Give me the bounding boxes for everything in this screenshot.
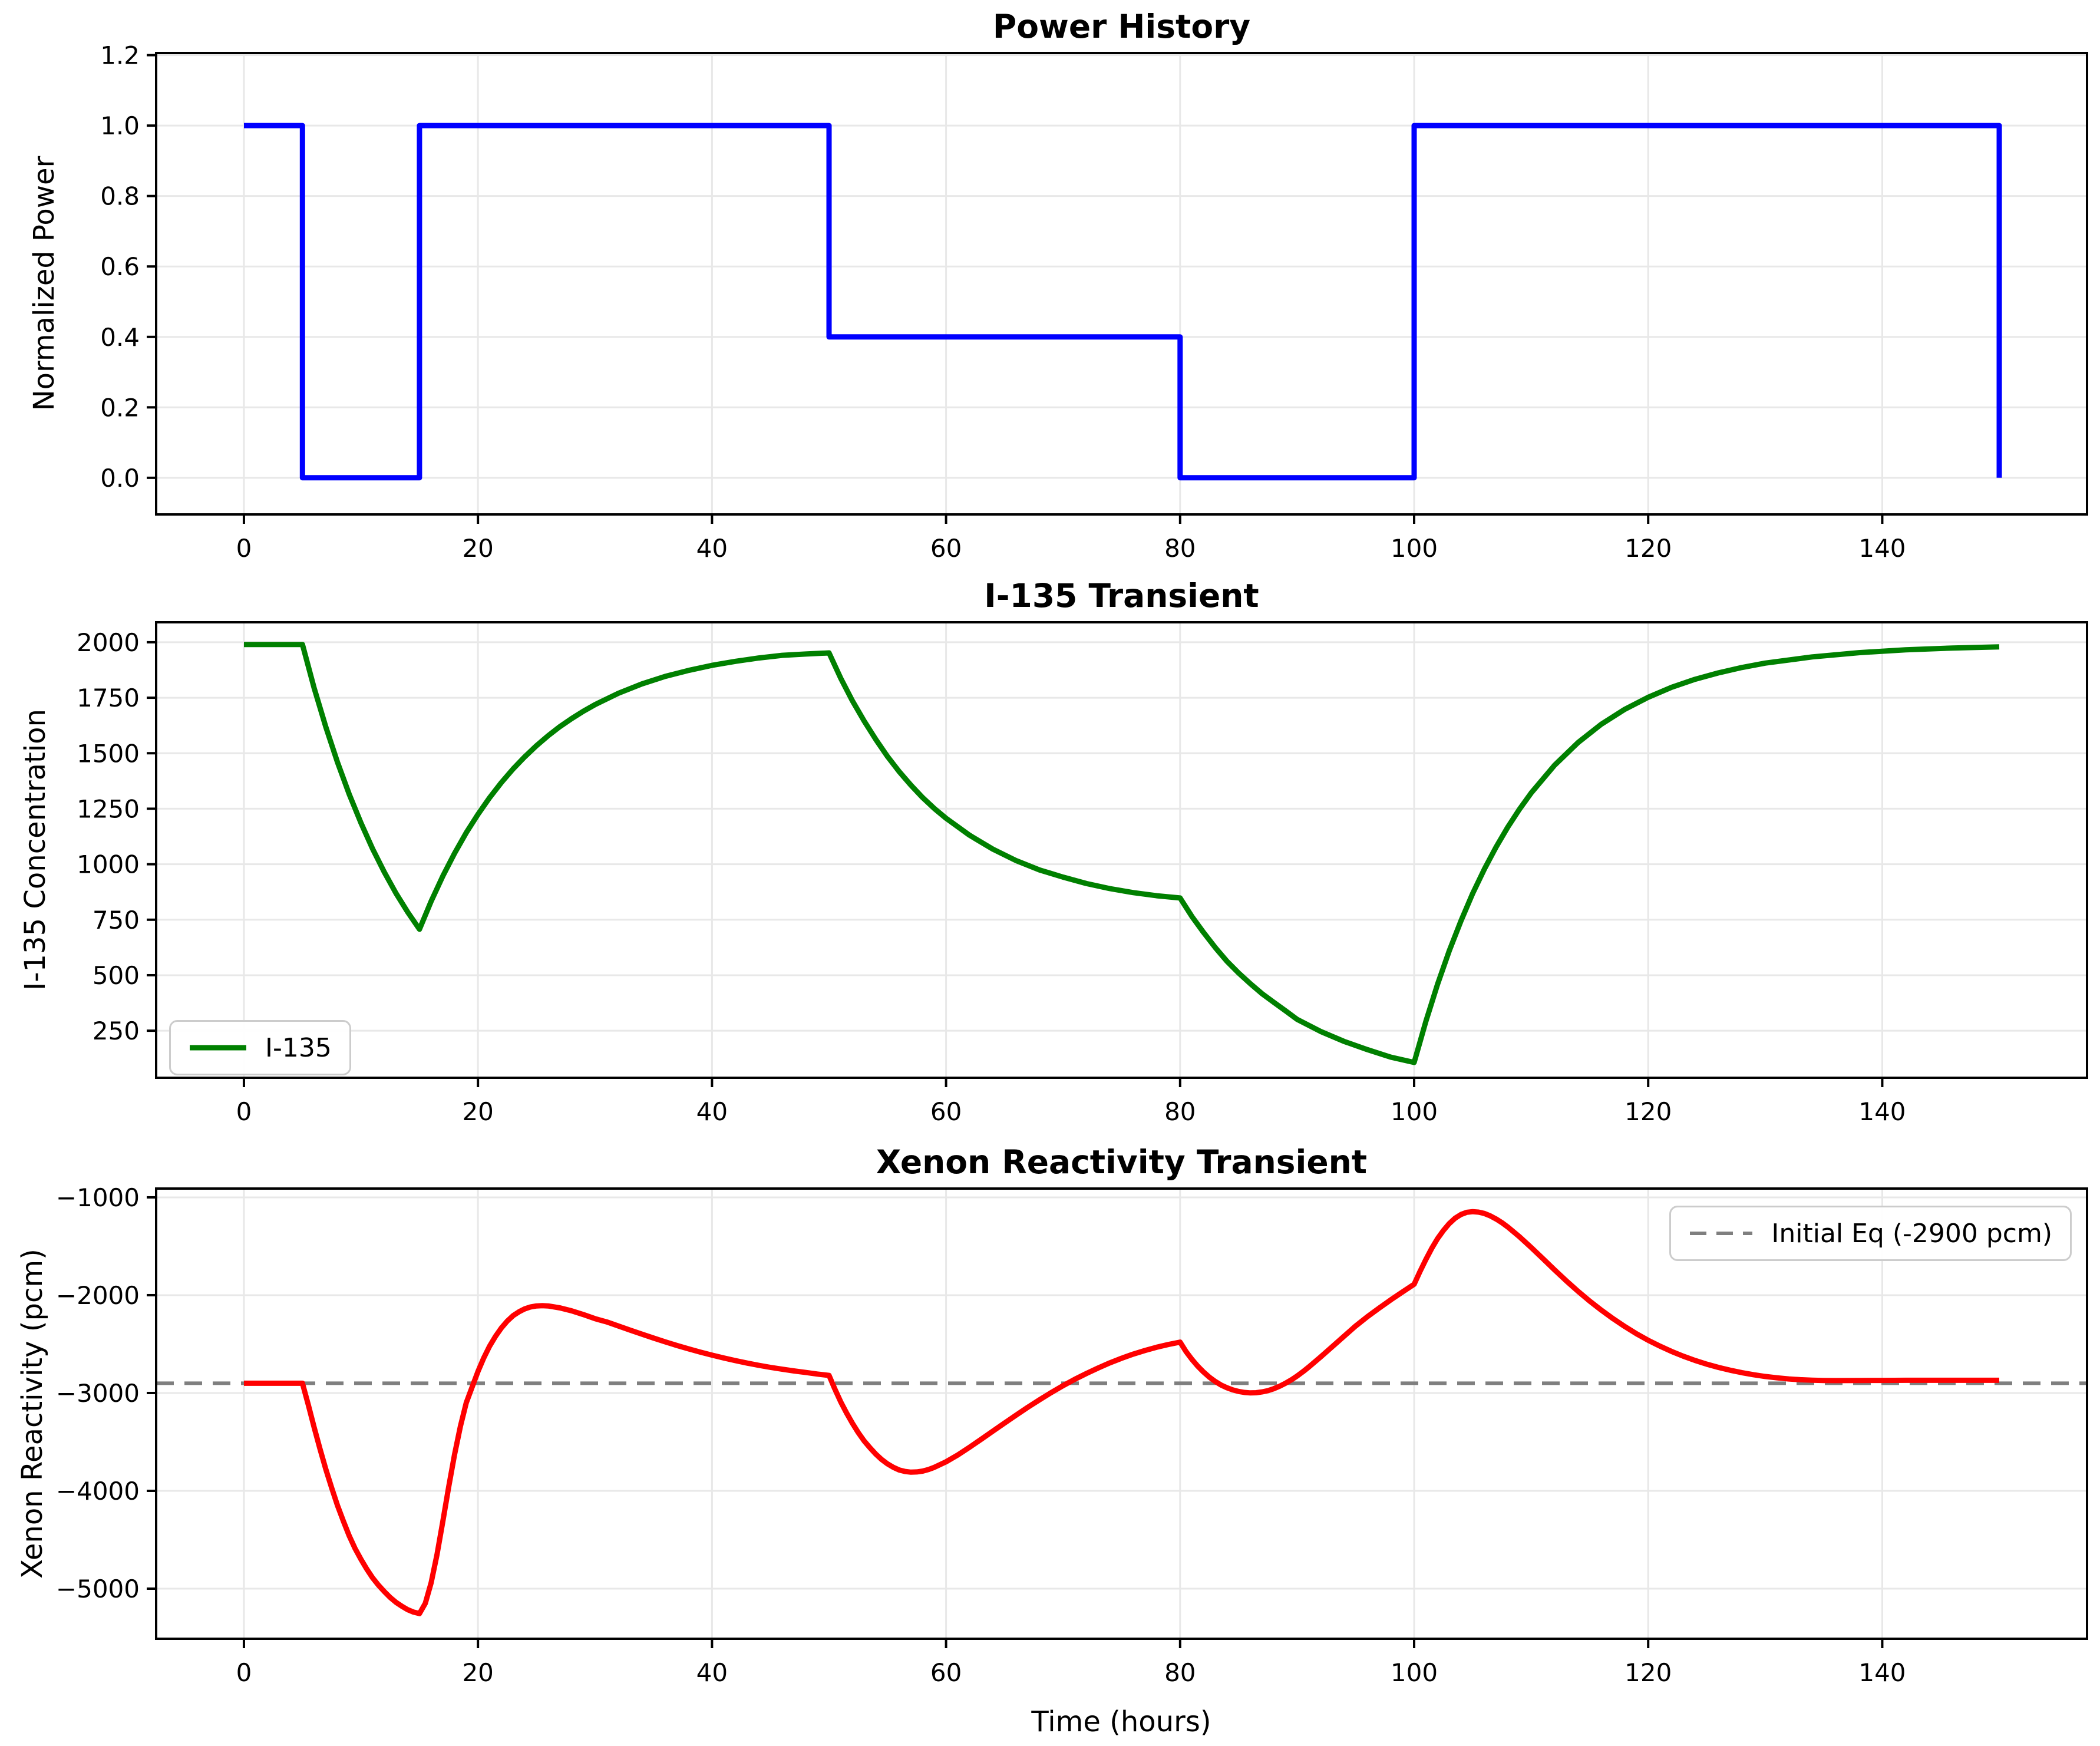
tick-marks — [147, 641, 1884, 1087]
y-tick-label: 0.6 — [100, 252, 140, 281]
axes-frame — [155, 52, 2088, 516]
y-tick-label: 750 — [93, 906, 140, 935]
tick-marks — [147, 1196, 1884, 1648]
x-tick-label: 80 — [1164, 1658, 1196, 1687]
grid — [156, 1189, 2087, 1639]
i135-legend-label: I-135 — [265, 1032, 332, 1063]
y-tick-label: 0.8 — [100, 182, 140, 211]
y-tick-label: 250 — [93, 1016, 140, 1045]
y-tick-label: −2000 — [56, 1281, 140, 1310]
x-tick-label: 80 — [1164, 534, 1196, 563]
plot2-ylabel: I-135 Concentration — [19, 709, 52, 991]
x-axis-label: Time (hours) — [1031, 1705, 1211, 1738]
x-tick-label: 120 — [1624, 534, 1672, 563]
tick-marks — [147, 54, 1884, 524]
y-tick-label: 1250 — [77, 794, 140, 823]
x-tick-label: 40 — [696, 1658, 728, 1687]
plot1-ylabel: Normalized Power — [28, 156, 61, 411]
y-tick-label: 0.4 — [100, 323, 140, 352]
x-tick-label: 20 — [462, 1097, 493, 1126]
x-tick-label: 140 — [1858, 534, 1906, 563]
x-tick-label: 140 — [1858, 1658, 1906, 1687]
x-tick-label: 80 — [1164, 1097, 1196, 1126]
x-tick-label: 60 — [930, 1097, 962, 1126]
x-tick-label: 100 — [1391, 1097, 1438, 1126]
y-tick-label: 1750 — [77, 684, 140, 712]
xenon-legend: Initial Eq (-2900 pcm) — [1669, 1206, 2072, 1261]
y-tick-label: 1500 — [77, 739, 140, 768]
y-tick-label: 1.2 — [100, 41, 140, 70]
y-tick-label: −4000 — [56, 1477, 140, 1506]
y-tick-label: 0.2 — [100, 393, 140, 422]
power-history-plot: 0 20 40 60 80 100 120 140 0.0 0.2 0.4 0.6 0.8 1.0 1.2 — [100, 41, 2088, 563]
x-tick-label: 60 — [930, 534, 962, 563]
y-tick-label: −1000 — [56, 1183, 140, 1212]
y-tick-label: 500 — [93, 961, 140, 990]
y-tick-label: 1.0 — [100, 111, 140, 140]
tick-labels: 0 20 40 60 80 100 120 140 0.0 0.2 0.4 0.6 0.8 1.0 1.2 — [100, 41, 1906, 563]
tick-labels: 0 20 40 60 80 100 120 140 −5000 −4000 −3000 −2000 −1… — [56, 1183, 1906, 1687]
x-tick-label: 40 — [696, 534, 728, 563]
y-tick-label: 0.0 — [100, 464, 140, 493]
series-line — [244, 642, 2000, 1065]
xenon-legend-label: Initial Eq (-2900 pcm) — [1771, 1218, 2052, 1249]
x-tick-label: 0 — [236, 1658, 252, 1687]
axes-frame — [155, 621, 2088, 1079]
tick-labels: 0 20 40 60 80 100 120 140 250 500 750 1000 1250 1500 1… — [77, 628, 1906, 1126]
x-tick-label: 20 — [462, 1658, 493, 1687]
x-tick-label: 100 — [1391, 1658, 1438, 1687]
x-tick-label: 100 — [1391, 534, 1438, 563]
series-line — [244, 1209, 1999, 1616]
plot2-title: I-135 Transient — [984, 577, 1259, 615]
i135-legend-line-icon — [190, 1045, 246, 1051]
x-tick-label: 60 — [930, 1658, 962, 1687]
i135-transient-plot: 0 20 40 60 80 100 120 140 250 500 750 1000 1250 1500 1… — [77, 621, 2088, 1126]
y-tick-label: −3000 — [56, 1379, 140, 1408]
x-tick-label: 120 — [1624, 1097, 1672, 1126]
plot3-title: Xenon Reactivity Transient — [876, 1143, 1368, 1181]
y-tick-label: −5000 — [56, 1575, 140, 1603]
i135-legend: I-135 — [169, 1020, 351, 1075]
x-tick-label: 40 — [696, 1097, 728, 1126]
x-tick-label: 20 — [462, 534, 493, 563]
grid — [156, 622, 2087, 1078]
grid — [156, 53, 2087, 514]
y-tick-label: 1000 — [77, 850, 140, 879]
axes-frame — [155, 1187, 2088, 1640]
x-tick-label: 120 — [1624, 1658, 1672, 1687]
series-line — [244, 123, 2002, 481]
y-tick-label: 2000 — [77, 628, 140, 657]
xenon-reactivity-plot: 0 20 40 60 80 100 120 140 −5000 −4000 −3000 −2000 −1… — [56, 1183, 2088, 1687]
plot1-title: Power History — [992, 8, 1251, 45]
plot3-ylabel: Xenon Reactivity (pcm) — [16, 1249, 49, 1579]
x-tick-label: 0 — [236, 534, 252, 563]
xenon-legend-dash-icon — [1690, 1232, 1753, 1235]
x-tick-label: 140 — [1858, 1097, 1906, 1126]
x-tick-label: 0 — [236, 1097, 252, 1126]
